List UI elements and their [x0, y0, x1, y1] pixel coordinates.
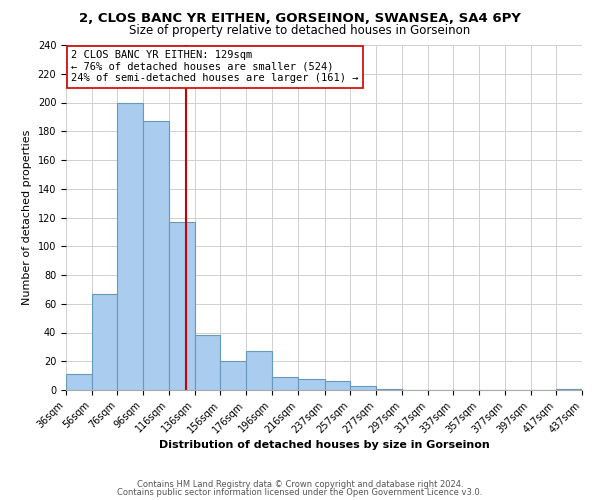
X-axis label: Distribution of detached houses by size in Gorseinon: Distribution of detached houses by size …	[158, 440, 490, 450]
Text: 2, CLOS BANC YR EITHEN, GORSEINON, SWANSEA, SA4 6PY: 2, CLOS BANC YR EITHEN, GORSEINON, SWANS…	[79, 12, 521, 26]
Bar	[92, 294, 118, 390]
Bar	[325, 382, 350, 390]
Bar	[350, 386, 376, 390]
Bar	[118, 102, 143, 390]
Text: Contains HM Land Registry data © Crown copyright and database right 2024.: Contains HM Land Registry data © Crown c…	[137, 480, 463, 489]
Y-axis label: Number of detached properties: Number of detached properties	[22, 130, 32, 305]
Bar	[298, 378, 325, 390]
Text: 2 CLOS BANC YR EITHEN: 129sqm
← 76% of detached houses are smaller (524)
24% of : 2 CLOS BANC YR EITHEN: 129sqm ← 76% of d…	[71, 50, 359, 84]
Bar	[143, 121, 169, 390]
Bar	[272, 377, 298, 390]
Bar	[246, 351, 272, 390]
Bar	[66, 374, 92, 390]
Bar	[220, 361, 246, 390]
Text: Contains public sector information licensed under the Open Government Licence v3: Contains public sector information licen…	[118, 488, 482, 497]
Bar	[556, 388, 582, 390]
Text: Size of property relative to detached houses in Gorseinon: Size of property relative to detached ho…	[130, 24, 470, 37]
Bar	[376, 388, 402, 390]
Bar	[169, 222, 194, 390]
Bar	[194, 336, 220, 390]
